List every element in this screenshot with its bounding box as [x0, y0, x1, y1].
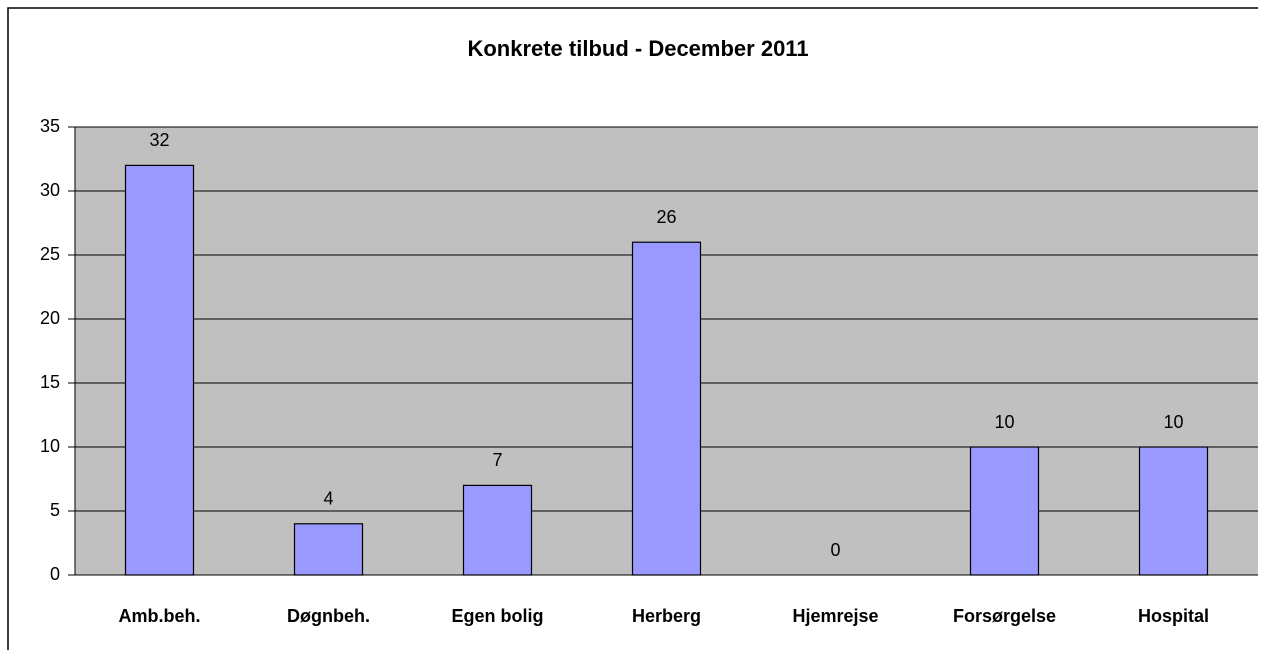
bar	[293, 523, 364, 576]
chart-title: Konkrete tilbud - December 2011	[467, 36, 808, 61]
x-tick-label: Egen bolig	[452, 606, 544, 626]
bar	[969, 446, 1040, 576]
data-label: 0	[830, 540, 840, 560]
x-tick-label: Herberg	[632, 606, 701, 626]
x-tick-label: Døgnbeh.	[287, 606, 370, 626]
bar	[631, 241, 702, 576]
bar	[1138, 446, 1209, 576]
x-tick-label: Hjemrejse	[792, 606, 878, 626]
x-tick-label: Forsørgelse	[953, 606, 1056, 626]
data-label: 10	[1163, 412, 1183, 432]
chart-frame	[7, 7, 1258, 650]
y-tick-label: 25	[40, 244, 60, 264]
x-tick-label: Hospital	[1138, 606, 1209, 626]
y-tick-label: 0	[50, 564, 60, 584]
y-tick-label: 30	[40, 180, 60, 200]
data-label: 4	[323, 489, 333, 509]
bar	[462, 484, 533, 576]
y-tick-label: 10	[40, 436, 60, 456]
data-label: 7	[492, 450, 502, 470]
bar	[124, 164, 195, 576]
x-tick-label: Amb.beh.	[118, 606, 200, 626]
y-tick-label: 35	[40, 116, 60, 136]
y-tick-label: 15	[40, 372, 60, 392]
data-label: 26	[656, 207, 676, 227]
y-tick-label: 20	[40, 308, 60, 328]
data-label: 10	[994, 412, 1014, 432]
y-tick-label: 5	[50, 500, 60, 520]
data-label: 32	[149, 130, 169, 150]
